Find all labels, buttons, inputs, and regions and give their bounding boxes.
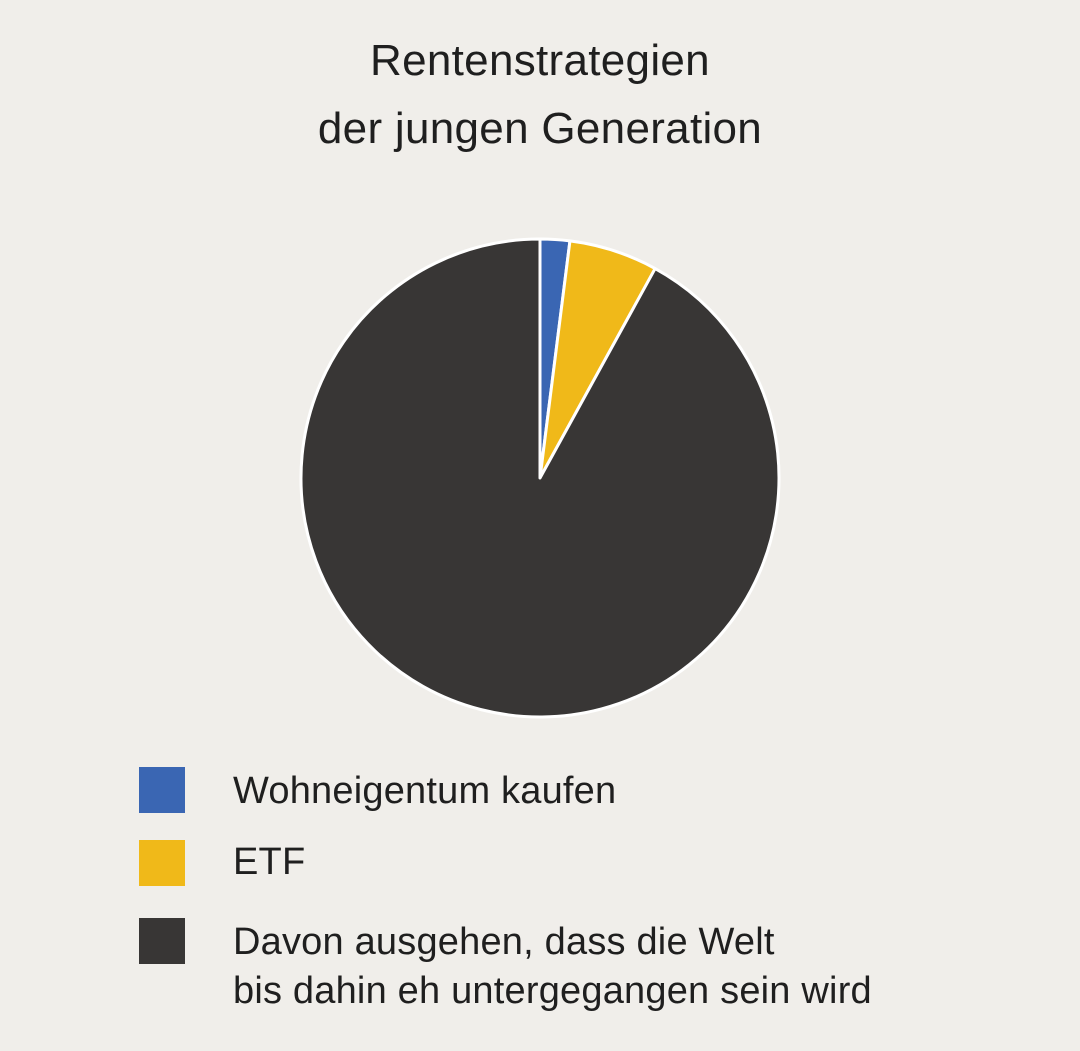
legend-swatch-etf [139,840,185,886]
pie-chart [299,237,781,719]
legend-label-etf: ETF [233,841,306,883]
legend-label-wohneigentum: Wohneigentum kaufen [233,770,617,812]
chart-title-line-2: der jungen Generation [317,104,763,153]
legend-label-weltuntergang-line-2: bis dahin eh untergegangen sein wird [233,970,872,1012]
pie-slice-weltuntergang [299,237,781,719]
legend-swatch-weltuntergang [139,918,185,964]
legend-label-weltuntergang-line-1: Davon ausgehen, dass die Welt [233,921,775,963]
chart-title-line-1: Rentenstrategien [370,36,710,85]
legend-swatch-wohneigentum [139,767,185,813]
